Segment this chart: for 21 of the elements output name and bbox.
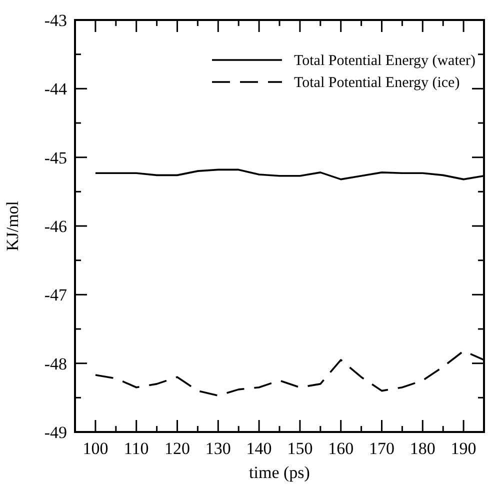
y-tick-label: -44 — [44, 80, 68, 99]
x-tick-label: 180 — [410, 439, 436, 458]
x-tick-label: 140 — [246, 439, 272, 458]
y-tick-label: -45 — [44, 148, 67, 168]
x-tick-label: 170 — [369, 439, 394, 458]
x-tick-label: 190 — [450, 439, 476, 458]
y-tick-label: -48 — [44, 354, 67, 374]
y-tick-label: -43 — [44, 11, 67, 30]
x-axis-title: time (ps) — [249, 463, 310, 482]
y-tick-label: -46 — [44, 217, 67, 236]
x-tick-label: 150 — [287, 439, 313, 458]
x-tick-label: 100 — [82, 439, 108, 458]
x-tick-label: 130 — [205, 439, 231, 458]
x-tick-label: 120 — [164, 439, 190, 458]
legend-label: Total Potential Energy (water) — [294, 53, 476, 69]
y-tick-label: -47 — [44, 286, 68, 305]
legend-label: Total Potential Energy (ice) — [294, 75, 460, 91]
x-tick-label: 160 — [328, 439, 354, 458]
y-axis-title: KJ/mol — [3, 200, 22, 252]
x-tick-label: 110 — [124, 439, 149, 458]
y-tick-label: -49 — [44, 423, 67, 442]
